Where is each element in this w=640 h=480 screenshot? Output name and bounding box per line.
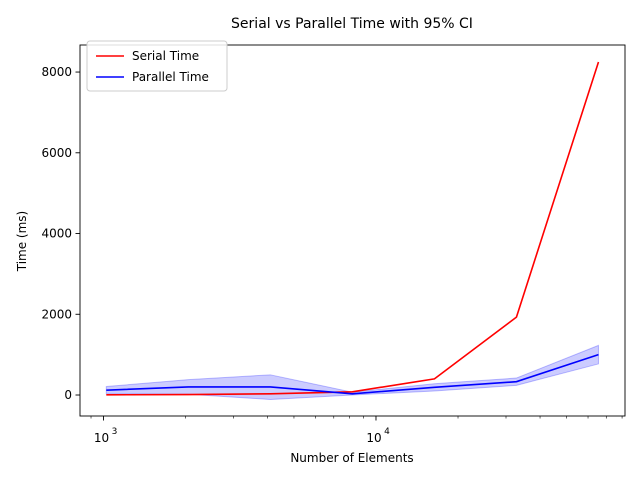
legend-label-0: Serial Time xyxy=(132,49,199,63)
legend: Serial Time Parallel Time xyxy=(86,40,228,92)
x-tick-label-exp-1: 4 xyxy=(384,427,390,437)
x-tick-label-0: 10 xyxy=(94,431,109,445)
axes-frame xyxy=(79,44,626,417)
y-tick-label-0: 0 xyxy=(64,388,72,402)
y-tick-label-1: 2000 xyxy=(41,307,72,321)
series-line-1 xyxy=(106,353,599,395)
legend-label-1: Parallel Time xyxy=(132,70,209,84)
x-tick-label-1: 10 xyxy=(366,431,381,445)
plot-area xyxy=(105,61,600,400)
legend-box xyxy=(86,40,228,92)
x-axis-label: Number of Elements xyxy=(290,451,413,465)
y-axis-label: Time (ms) xyxy=(15,211,29,273)
y-tick-label-3: 6000 xyxy=(41,146,72,160)
y-tick-label-4: 8000 xyxy=(41,65,72,79)
chart-title: Serial vs Parallel Time with 95% CI xyxy=(231,16,473,32)
x-tick-label-exp-0: 3 xyxy=(112,427,118,437)
ci-band-1 xyxy=(105,344,599,400)
y-tick-label-2: 4000 xyxy=(41,227,72,241)
series-line-0 xyxy=(106,61,600,396)
